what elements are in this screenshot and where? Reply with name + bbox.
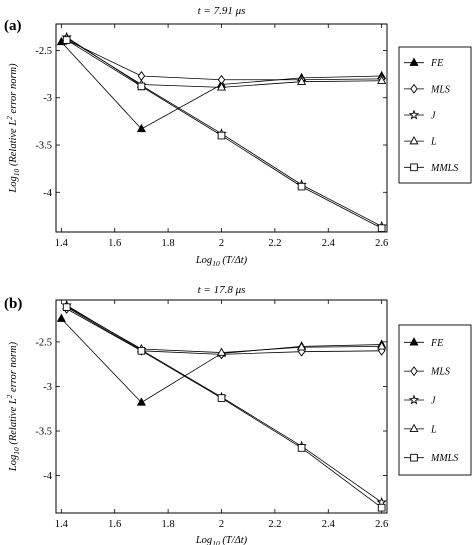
x-tick-label: 2	[219, 519, 224, 530]
x-tick-label: 2.6	[375, 238, 388, 249]
data-point-mmls	[297, 182, 306, 191]
series-mmls	[62, 36, 386, 233]
legend: FE MLS J L MMLS	[398, 324, 472, 476]
series-line-mls	[66, 308, 382, 355]
y-tick-label: -2.5	[35, 337, 52, 348]
data-point-l	[297, 342, 307, 351]
legend-label: FE	[430, 58, 443, 69]
legend-label: MLS	[430, 367, 450, 378]
x-tick-label: 1.6	[108, 519, 121, 530]
legend-label: L	[430, 137, 437, 148]
data-point-mmls	[137, 82, 146, 91]
x-axis-label: Log10 (T/Δt)	[195, 535, 248, 545]
data-point-l	[377, 75, 387, 84]
legend: FE MLS J L MMLS	[398, 46, 472, 184]
x-tick-label: 2.6	[375, 519, 388, 530]
legend-marker-triangle-filled	[409, 337, 419, 346]
legend-marker-triangle	[409, 423, 419, 433]
data-point-mmls	[217, 394, 226, 402]
legend-marker-star	[408, 394, 420, 405]
x-tick-label: 2.2	[268, 238, 281, 249]
legend-marker-diamond	[410, 366, 418, 377]
data-point-mmls	[377, 224, 386, 233]
series-fe	[56, 313, 387, 406]
x-tick-label: 1.8	[162, 238, 175, 249]
series-l	[62, 33, 387, 91]
legend-label: J	[431, 111, 436, 122]
x-tick-label: 2.4	[322, 519, 336, 530]
data-point-l	[377, 341, 387, 350]
panel-a: (a) t = 7.91 μs 1.4 1.6 1.8 2 2.2 2.4 2.6 -2.5 -3 -…	[4, 5, 472, 268]
panel-b: (b) t = 17.8 μs 1.4 1.6 1.8 2 2.2 2.4 2.6 -2.5 -3 -…	[4, 284, 472, 545]
data-point-l	[297, 76, 307, 85]
legend-label: MMLS	[430, 163, 458, 174]
x-tick-label: 2	[219, 238, 224, 249]
legend-item-j: J	[404, 109, 436, 122]
data-point-mmls	[217, 131, 226, 140]
data-point-fe	[136, 123, 146, 133]
legend-item-mls: MLS	[404, 83, 450, 95]
series-j	[61, 31, 387, 231]
legend-label: J	[431, 396, 436, 407]
y-tick-label: -2.5	[35, 46, 52, 57]
data-point-l	[216, 347, 227, 356]
data-point-fe	[136, 397, 146, 406]
panel-label: (a)	[4, 18, 22, 34]
legend-label: MMLS	[430, 453, 458, 464]
legend-marker-triangle	[409, 136, 419, 145]
series-line-mmls	[66, 306, 382, 508]
series-l	[62, 301, 387, 356]
series-line-fe	[61, 318, 382, 403]
y-tick-label: -3	[43, 382, 52, 393]
data-point-mmls	[137, 346, 146, 355]
chart-title: t = 17.8 μs	[198, 284, 246, 296]
y-tick-label: -4	[43, 471, 52, 482]
data-point-l	[216, 82, 227, 91]
legend-item-fe: FE	[404, 337, 443, 349]
legend-marker-square	[410, 453, 418, 462]
plot-frame	[55, 23, 388, 233]
data-point-mls	[137, 71, 146, 81]
x-tick-label: 1.6	[108, 238, 121, 249]
legend-item-mmls: MMLS	[404, 163, 458, 174]
legend-marker-triangle-filled	[409, 57, 419, 66]
legend-item-j: J	[404, 394, 436, 407]
x-tick-label: 1.4	[55, 238, 69, 249]
legend-item-mls: MLS	[404, 366, 450, 378]
legend-label: FE	[430, 338, 443, 349]
y-axis-label: Log10 (Relative L2 error norm)	[5, 341, 21, 472]
legend-marker-diamond	[410, 83, 418, 94]
legend-item-l: L	[404, 423, 437, 435]
data-point-fe	[56, 313, 66, 322]
x-tick-label: 1.4	[55, 519, 69, 530]
legend-item-mmls: MMLS	[404, 453, 458, 464]
data-point-mmls	[377, 503, 386, 512]
chart-title: t = 7.91 μs	[198, 5, 246, 17]
legend-item-l: L	[404, 136, 437, 148]
panel-label: (b)	[4, 296, 22, 312]
y-tick-label: -3	[43, 93, 52, 104]
data-point-mmls	[297, 444, 306, 452]
plot-frame	[55, 299, 388, 514]
legend-label: L	[430, 424, 437, 435]
x-tick-label: 1.8	[162, 519, 175, 530]
y-axis-label: Log10 (Relative L2 error norm)	[5, 63, 21, 194]
data-point-mmls	[62, 36, 71, 44]
y-tick-label: -3.5	[35, 141, 52, 152]
series-line-mls	[66, 39, 382, 81]
y-tick-label: -3.5	[35, 427, 52, 438]
data-point-mmls	[62, 303, 71, 311]
legend-marker-square	[410, 163, 418, 172]
y-tick-label: -4	[43, 188, 52, 199]
x-axis-label: Log10 (T/Δt)	[195, 255, 248, 268]
x-tick-label: 2.4	[322, 238, 336, 249]
legend-label: MLS	[430, 84, 450, 95]
x-tick-label: 2.2	[268, 519, 281, 530]
legend-marker-star	[408, 109, 420, 120]
legend-item-fe: FE	[404, 57, 443, 69]
series-mmls	[62, 303, 386, 512]
